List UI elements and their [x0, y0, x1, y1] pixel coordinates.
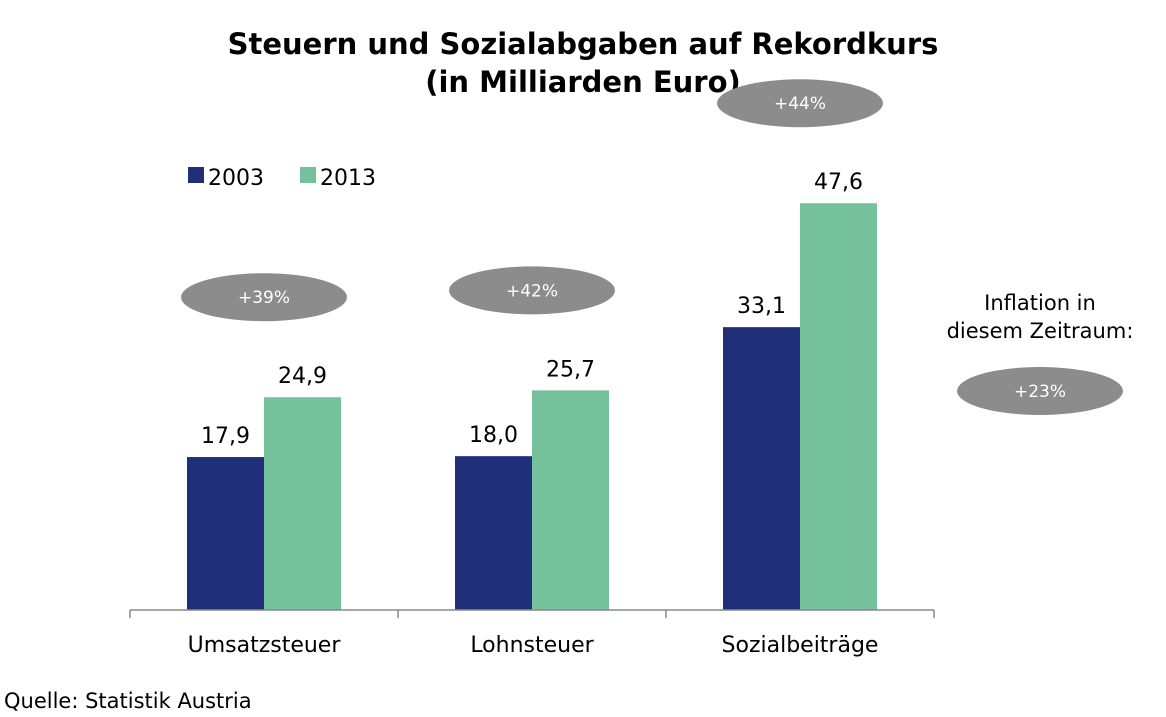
legend-swatch-2013	[300, 167, 316, 183]
inflation-note-line1: Inflation in	[984, 291, 1096, 315]
chart-subtitle: (in Milliarden Euro)	[425, 65, 741, 99]
change-label-1: +42%	[506, 281, 558, 301]
category-label-1: Lohnsteuer	[470, 633, 594, 658]
legend-label-2013: 2013	[320, 166, 376, 191]
change-pill-2	[717, 79, 883, 128]
data-label-2013-2: 47,6	[814, 170, 863, 195]
data-label-2003-1: 18,0	[469, 423, 518, 448]
data-label-2003-0: 17,9	[201, 424, 250, 449]
inflation-pill	[957, 367, 1123, 415]
change-label-2: +44%	[774, 94, 826, 114]
bar-2003-0	[187, 457, 264, 610]
legend-label-2003: 2003	[208, 166, 264, 191]
bar-2003-2	[723, 327, 800, 610]
category-labels: Umsatzsteuer Lohnsteuer Sozialbeiträge	[188, 633, 879, 658]
data-label-2013-0: 24,9	[278, 364, 327, 389]
legend-swatch-2003	[188, 167, 204, 183]
change-pill-1	[449, 266, 615, 315]
category-label-2: Sozialbeiträge	[722, 633, 879, 658]
inflation-note-line2: diesem Zeitraum:	[947, 319, 1134, 343]
source-note: Quelle: Statistik Austria	[4, 689, 252, 713]
bar-2013-0	[264, 397, 341, 610]
change-label-0: +39%	[238, 288, 290, 308]
bar-2003-1	[455, 456, 532, 610]
bars-group: 17,9 24,9 +39% 18,0 25,7 +42% 33,1 47,6 +44%	[181, 79, 883, 610]
change-pill-0	[181, 273, 347, 322]
chart-title: Steuern und Sozialabgaben auf Rekordkurs	[228, 27, 939, 61]
bar-2013-1	[532, 390, 609, 610]
data-label-2003-2: 33,1	[737, 294, 786, 319]
category-label-0: Umsatzsteuer	[188, 633, 342, 658]
bar-2013-2	[800, 203, 877, 610]
inflation-value: +23%	[1014, 382, 1066, 402]
data-label-2013-1: 25,7	[546, 357, 595, 382]
